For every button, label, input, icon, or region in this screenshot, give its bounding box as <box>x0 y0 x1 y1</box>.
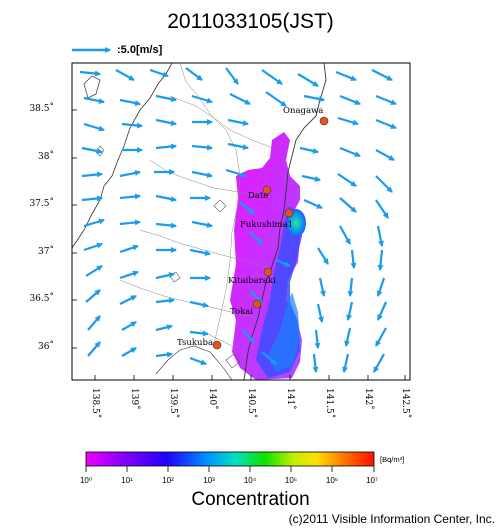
colorbar-tick-label: 10³ <box>203 476 215 485</box>
date-marker <box>262 185 272 195</box>
wind-vector-field <box>79 67 397 373</box>
colorbar-tick-label: 10⁷ <box>366 476 378 485</box>
lat-tick-36-5: 36.5˚ <box>29 294 54 304</box>
lat-tick-37-5: 37.5˚ <box>29 199 54 209</box>
lon-tick-142-5: 142.5˚ <box>400 388 410 419</box>
colorbar-tick-label: 10⁰ <box>79 476 93 485</box>
colorbar-tick-label: 10⁶ <box>325 476 339 485</box>
coastline-east <box>243 63 327 380</box>
colorbar-unit: [Bq/m³] <box>380 455 405 464</box>
lon-tick-142: 142˚ <box>363 388 373 410</box>
lon-tick-138-5: 138.5˚ <box>90 388 100 419</box>
lat-tick-38: 38˚ <box>38 152 54 162</box>
colorbar-tick-label: 10⁴ <box>243 476 257 485</box>
lat-tick-38-5: 38.5˚ <box>29 104 54 114</box>
inland-lakes <box>95 145 241 369</box>
colorbar-tick-label: 10² <box>162 476 174 485</box>
sado-island <box>83 75 101 99</box>
lat-tick-36: 36˚ <box>38 342 54 352</box>
concentration-plume-mid <box>268 292 300 372</box>
lon-tick-141: 141˚ <box>285 388 295 410</box>
wind-reference-label: :5.0[m/s] <box>117 44 163 56</box>
lon-tick-140-5: 140.5˚ <box>246 388 256 419</box>
plot-frame <box>71 62 411 381</box>
map-area <box>72 63 397 380</box>
coastline <box>72 63 173 249</box>
place-label-onagawa: Onagawa <box>283 106 324 116</box>
tokai-marker <box>252 299 262 309</box>
lon-tick-141-5: 141.5˚ <box>324 388 334 419</box>
colorbar-gradient <box>85 451 375 467</box>
map-title: 2011033105(JST) <box>167 10 334 33</box>
lon-tick-139-5: 139.5˚ <box>168 388 178 419</box>
lon-tick-139: 139˚ <box>129 388 139 410</box>
axis-ticks <box>72 109 406 380</box>
colorbar-tick-label: 10¹ <box>121 476 133 485</box>
place-label-tsukuba: Tsukuba <box>177 338 214 348</box>
prefecture-boundaries <box>119 63 279 349</box>
lat-tick-37: 37˚ <box>38 247 54 257</box>
place-label-date: Date <box>248 191 269 201</box>
lon-tick-140: 140˚ <box>207 388 217 410</box>
place-label-tokai: Tokai <box>230 307 254 317</box>
kitaibaraki-marker <box>263 267 273 277</box>
colorbar-ticks <box>85 466 375 472</box>
bay-outline <box>155 345 233 380</box>
onagawa-marker <box>319 116 329 126</box>
place-label-kitaibaraki: Kitaibaraki <box>228 276 276 286</box>
site-markers <box>212 116 329 350</box>
fukushima1-marker <box>284 208 294 218</box>
place-label-fukushima1: Fukushima1 <box>240 220 294 230</box>
tsukuba-marker <box>212 340 222 350</box>
copyright-notice: (c)2011 Visible Information Center, Inc. <box>288 512 495 526</box>
colorbar-tick-label: 10⁵ <box>284 476 298 485</box>
colorbar-label: Concentration <box>191 489 310 510</box>
